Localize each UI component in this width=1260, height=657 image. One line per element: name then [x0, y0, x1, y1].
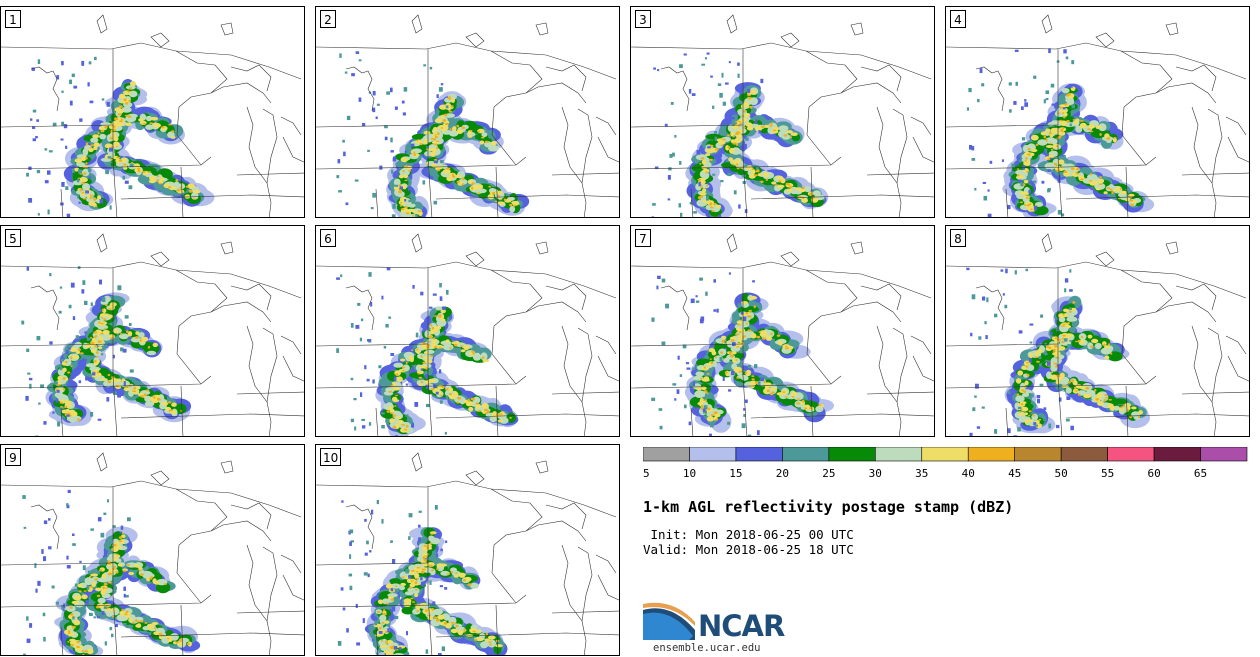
colorbar-tick-label: 25 [822, 467, 835, 480]
colorbar-tick-label: 5 [643, 467, 650, 480]
colorbar-segment [643, 447, 690, 462]
reflectivity-map [631, 233, 934, 436]
postage-stamp-panel: 1 [0, 6, 305, 218]
init-time: Init: Mon 2018-06-25 00 UTC [643, 527, 854, 542]
postage-stamp-panel: 2 [315, 6, 620, 218]
panel-number: 1 [5, 10, 21, 28]
colorbar-tick-label: 60 [1147, 467, 1160, 480]
panel-number: 3 [635, 10, 651, 28]
postage-stamp-panel: 4 [945, 6, 1250, 218]
colorbar-tick-label: 55 [1101, 467, 1114, 480]
valid-time: Valid: Mon 2018-06-25 18 UTC [643, 542, 854, 557]
colorbar-tick-label: 50 [1055, 467, 1068, 480]
postage-stamp-panel: 3 [630, 6, 935, 218]
panel-number: 8 [950, 229, 966, 247]
reflectivity-map [631, 14, 934, 217]
reflectivity-map [316, 452, 619, 655]
postage-stamp-panel: 7 [630, 225, 935, 437]
reflectivity-map [946, 233, 1249, 436]
postage-stamp-panel: 5 [0, 225, 305, 437]
colorbar-tick-label: 30 [869, 467, 882, 480]
postage-stamp-panel: 8 [945, 225, 1250, 437]
panel-number: 10 [320, 448, 342, 466]
reflectivity-map [1, 233, 304, 436]
colorbar-tick-label: 20 [776, 467, 789, 480]
colorbar-tick-label: 10 [683, 467, 696, 480]
colorbar-segment [735, 447, 783, 462]
panel-number: 4 [950, 10, 966, 28]
ensemble-url: ensemble.ucar.edu [653, 642, 761, 654]
colorbar-tick-label: 40 [962, 467, 975, 480]
panel-number: 2 [320, 10, 336, 28]
ncar-arc-logo-icon [643, 602, 695, 640]
colorbar-tick-label: 45 [1008, 467, 1021, 480]
reflectivity-map [1, 452, 304, 655]
panel-number: 9 [5, 448, 21, 466]
colorbar-segment [1153, 447, 1201, 462]
ncar-logo-text: NCAR [698, 609, 785, 643]
colorbar-tick-label: 65 [1194, 467, 1207, 480]
colorbar-segment [828, 447, 876, 462]
postage-stamp-panel: 9 [0, 444, 305, 656]
colorbar-segment [921, 447, 969, 462]
colorbar-segment [1107, 447, 1155, 462]
colorbar-tick-label: 35 [915, 467, 928, 480]
reflectivity-map [316, 14, 619, 217]
colorbar-segment [782, 447, 830, 462]
colorbar-segment [1060, 447, 1108, 462]
reflectivity-map [316, 233, 619, 436]
colorbar-segment [1014, 447, 1062, 462]
reflectivity-map [1, 14, 304, 217]
panel-number: 5 [5, 229, 21, 247]
panel-number: 6 [320, 229, 336, 247]
postage-stamp-panel: 6 [315, 225, 620, 437]
colorbar-segment [689, 447, 737, 462]
postage-stamp-panel: 10 [315, 444, 620, 656]
panel-number: 7 [635, 229, 651, 247]
figure-title: 1-km AGL reflectivity postage stamp (dBZ… [643, 498, 1014, 516]
colorbar-segment [967, 447, 1015, 462]
colorbar-tick-label: 15 [729, 467, 742, 480]
colorbar-segment [1200, 447, 1248, 462]
reflectivity-map [946, 14, 1249, 217]
reflectivity-colorbar: 5 10 15 20 25 30 35 40 45 50 55 60 65 [643, 447, 1248, 480]
colorbar-segment [875, 447, 923, 462]
